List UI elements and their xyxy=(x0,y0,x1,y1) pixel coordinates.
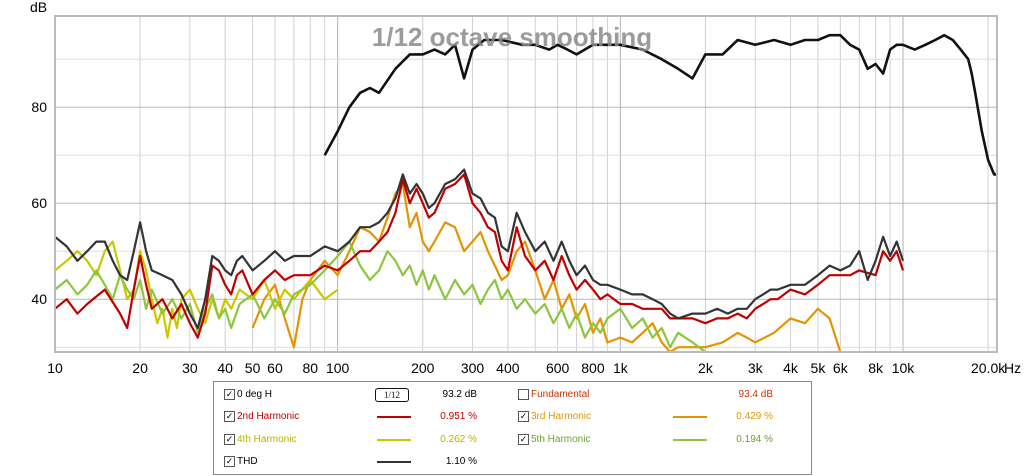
chart-title: 1/12 octave smoothing xyxy=(372,22,652,52)
x-tick-label: 30 xyxy=(182,360,198,376)
legend-label-3rd: 3rd Harmonic xyxy=(531,411,592,422)
legend-label-fundamental: Fundamental xyxy=(531,389,590,400)
checkbox-fundamental[interactable] xyxy=(518,389,529,400)
x-tick-label: 600 xyxy=(546,360,570,376)
x-tick-label: 5k xyxy=(811,360,827,376)
x-tick-label: 8k xyxy=(868,360,884,376)
series-group xyxy=(55,33,997,352)
x-tick-label: 200 xyxy=(411,360,435,376)
x-tick-label: 50 xyxy=(245,360,261,376)
legend-value-4th: 0.262 % xyxy=(440,434,477,445)
x-tick-label: 100 xyxy=(326,360,350,376)
legend-item-0deg: ✓ 0 deg H 1/12 93.2 dB xyxy=(224,386,494,404)
x-tick-label: 1k xyxy=(613,360,629,376)
x-tick-label: 20 xyxy=(132,360,148,376)
y-tick-label: 40 xyxy=(31,291,47,307)
x-tick-label: 4k xyxy=(783,360,799,376)
legend-value-2nd: 0.951 % xyxy=(440,411,477,422)
x-tick-label: 300 xyxy=(461,360,485,376)
legend-label-4th: 4th Harmonic xyxy=(237,434,297,445)
x-tick-label: 10k xyxy=(892,360,916,376)
legend-value-thd: 1.10 % xyxy=(445,456,477,467)
legend-item-3rd: ✓ 3rd Harmonic 0.429 % xyxy=(518,408,798,426)
legend-item-fundamental: Fundamental 93.4 dB xyxy=(518,386,798,404)
smoothing-value: 1/12 xyxy=(383,390,400,400)
chart-svg: 1/12 octave smoothing dB Hz 40 60 80 10 20 3… xyxy=(30,0,1021,376)
x-tick-label: 3k xyxy=(748,360,764,376)
legend-value-0deg: 93.2 dB xyxy=(442,389,477,400)
y-tick-label: 60 xyxy=(31,195,47,211)
x-tick-label: 10 xyxy=(47,360,63,376)
checkbox-5th[interactable]: ✓ xyxy=(518,434,529,445)
checkbox-4th[interactable]: ✓ xyxy=(224,434,235,445)
legend-line-5th xyxy=(673,439,707,441)
legend-value-5th: 0.194 % xyxy=(736,434,773,445)
x-tick-label: 40 xyxy=(217,360,233,376)
x-tick-labels: 10 20 30 40 50 60 80 100 200 300 400 600 800 1k 2k 3k 4k… xyxy=(47,360,1006,376)
x-tick-label: 800 xyxy=(581,360,605,376)
checkbox-3rd[interactable]: ✓ xyxy=(518,411,529,422)
series-line-0-deg-h xyxy=(323,33,997,176)
checkbox-0deg[interactable]: ✓ xyxy=(224,389,235,400)
series-line-5th-harmonic xyxy=(55,240,707,352)
x-tick-label: 80 xyxy=(302,360,318,376)
legend-item-thd: ✓ THD 1.10 % xyxy=(224,453,494,471)
legend-label-2nd: 2nd Harmonic xyxy=(237,411,300,422)
series-line-thd xyxy=(55,168,905,330)
y-tick-labels: 40 60 80 xyxy=(31,99,47,307)
legend-value-3rd: 0.429 % xyxy=(736,411,773,422)
legend-value-fundamental: 93.4 dB xyxy=(738,389,773,400)
series-line-4th-harmonic xyxy=(55,240,339,339)
legend-line-thd xyxy=(377,461,411,463)
series-line-2nd-harmonic xyxy=(55,173,905,339)
legend-item-4th: ✓ 4th Harmonic 0.262 % xyxy=(224,431,494,449)
legend-line-4th xyxy=(377,439,411,441)
legend-label-0deg: 0 deg H xyxy=(237,389,273,400)
legend-label-5th: 5th Harmonic xyxy=(531,434,591,445)
legend-item-2nd: ✓ 2nd Harmonic 0.951 % xyxy=(224,408,494,426)
legend-line-3rd xyxy=(673,416,707,418)
checkbox-2nd[interactable]: ✓ xyxy=(224,411,235,422)
checkbox-thd[interactable]: ✓ xyxy=(224,456,235,467)
legend-item-5th: ✓ 5th Harmonic 0.194 % xyxy=(518,431,798,449)
legend-label-thd: THD xyxy=(237,456,258,467)
y-tick-label: 80 xyxy=(31,99,47,115)
x-axis-unit: Hz xyxy=(1004,360,1021,376)
x-tick-label: 2k xyxy=(698,360,714,376)
x-tick-label: 20.0k xyxy=(971,360,1006,376)
x-tick-label: 6k xyxy=(833,360,849,376)
legend-panel: ✓ 0 deg H 1/12 93.2 dB Fundamental 93.4 … xyxy=(213,381,812,475)
legend-line-2nd xyxy=(377,416,411,418)
plot-border xyxy=(54,15,998,353)
smoothing-indicator[interactable]: 1/12 xyxy=(375,388,409,402)
grid-lines xyxy=(55,16,997,352)
y-axis-label: dB xyxy=(30,0,47,15)
x-tick-label: 60 xyxy=(267,360,283,376)
x-tick-label: 400 xyxy=(496,360,520,376)
